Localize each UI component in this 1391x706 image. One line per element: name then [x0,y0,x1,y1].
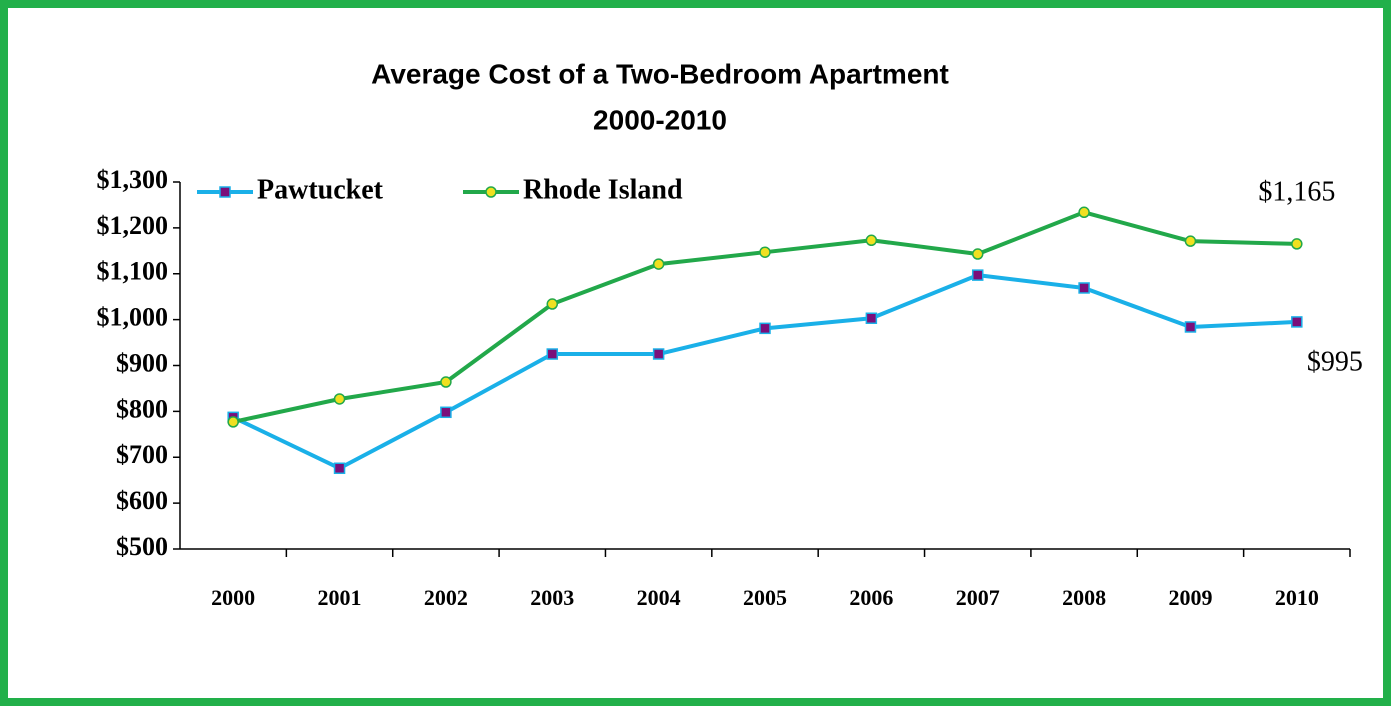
data-label: $1,165 [1258,176,1335,207]
data-point [546,298,559,310]
data-point [865,312,878,324]
legend-label: Pawtucket [257,174,384,205]
data-point [865,234,878,247]
data-point [1078,206,1090,219]
x-tick-label: 2004 [637,585,681,610]
data-point [546,348,559,360]
legend-marker [219,186,231,198]
y-tick-label: $900 [116,348,168,377]
y-tick-label: $1,200 [97,211,169,240]
x-tick-label: 2001 [318,585,362,610]
data-point [1291,238,1303,250]
x-tick-label: 2007 [956,585,1000,610]
data-point [1078,282,1090,294]
x-tick-label: 2010 [1275,585,1319,610]
y-tick-label: $700 [116,440,168,469]
data-point [971,269,984,281]
data-point [1184,235,1197,247]
y-tick-label: $1,000 [97,303,169,332]
y-tick-label: $500 [116,532,168,561]
legend-label: Rhode Island [523,174,683,205]
data-point [333,393,346,405]
data-point [759,246,771,258]
data-point [333,462,346,475]
data-point [1291,316,1303,328]
y-tick-label: $600 [116,486,168,515]
chart-title: Average Cost of a Two-Bedroom Apartment [371,58,949,89]
data-point [440,406,452,419]
y-tick-label: $800 [116,394,168,423]
x-tick-label: 2005 [743,585,787,610]
x-tick-label: 2003 [530,585,574,610]
data-point [1184,321,1197,333]
x-tick-label: 2008 [1062,585,1106,610]
x-tick-label: 2000 [211,585,255,610]
data-label: $995 [1307,346,1363,377]
data-point [759,322,771,335]
data-point [652,348,665,360]
chart-subtitle: 2000-2010 [593,104,727,135]
data-point [971,248,984,260]
data-point [440,376,452,388]
data-point [227,416,239,428]
x-tick-label: 2006 [849,585,893,610]
y-tick-label: $1,100 [97,257,169,286]
data-point [652,258,665,270]
x-tick-label: 2009 [1168,585,1212,610]
legend-marker [485,186,497,198]
y-tick-label: $1,300 [97,165,169,194]
x-tick-label: 2002 [424,585,468,610]
